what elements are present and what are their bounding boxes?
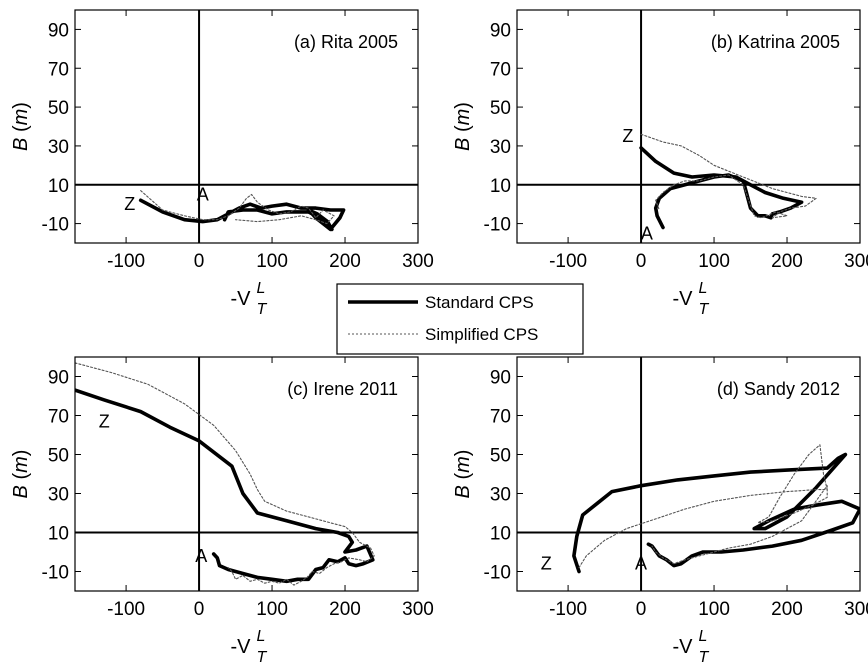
y-tick-label: 10 <box>490 176 511 197</box>
y-axis-label: B (m) <box>452 102 474 151</box>
series-line-standard-cps <box>75 388 375 584</box>
y-tick-label: 90 <box>48 20 69 41</box>
y-tick-label: 70 <box>490 59 511 80</box>
x-tick-label: 200 <box>329 251 361 272</box>
plot-frame <box>516 9 861 244</box>
panel-title: (c) Irene 2011 <box>287 379 398 399</box>
x-tick-label: -100 <box>107 251 145 272</box>
annotation-a: A <box>195 546 207 566</box>
annotation-a: A <box>197 184 209 204</box>
y-tick-label: 10 <box>48 524 69 545</box>
series-line-standard-cps <box>138 198 346 232</box>
y-tick-label: 70 <box>48 407 69 428</box>
legend-label: Simplified CPS <box>425 325 538 344</box>
panel-title: (b) Katrina 2005 <box>711 32 840 52</box>
x-axis-label-sup: L <box>257 280 266 297</box>
y-tick-label: -10 <box>484 563 511 584</box>
x-tick-label: 100 <box>256 599 288 620</box>
series-line-standard-cps <box>639 146 804 230</box>
x-tick-label: 200 <box>329 599 361 620</box>
legend-box <box>336 283 584 355</box>
y-tick-label: 30 <box>48 137 69 158</box>
x-tick-label: 0 <box>194 251 205 272</box>
plot-frame <box>74 356 419 592</box>
annotation-a: A <box>641 223 653 243</box>
annotation-z: Z <box>124 194 135 214</box>
x-axis-label-sub: T <box>699 301 710 318</box>
x-tick-label: 0 <box>194 599 205 620</box>
x-tick-label: -100 <box>107 599 145 620</box>
x-tick-label: 100 <box>698 251 730 272</box>
x-tick-label: 300 <box>844 599 868 620</box>
y-tick-label: 50 <box>490 446 511 467</box>
plot-frame <box>74 9 419 244</box>
x-tick-label: 200 <box>771 599 803 620</box>
panel-4: -100 0 100 200 300 -10 10 30 50 70 90 Z A (d) Sandy 2… <box>452 356 868 666</box>
x-axis-label-sup: L <box>699 280 708 297</box>
annotation-z: Z <box>99 411 110 431</box>
panel-2: -100 0 100 200 300 -10 10 30 50 70 90 Z A (b) Katrina… <box>452 9 868 318</box>
y-tick-label: -10 <box>484 215 511 236</box>
x-axis-label: -V <box>673 288 694 310</box>
x-tick-label: 200 <box>771 251 803 272</box>
y-tick-label: 50 <box>490 98 511 119</box>
plot-frame <box>516 356 861 592</box>
x-axis-label-sup: L <box>699 628 708 645</box>
y-tick-label: 50 <box>48 98 69 119</box>
y-axis-label: B (m) <box>452 450 474 499</box>
legend-label: Standard CPS <box>425 293 534 312</box>
y-axis-label: B (m) <box>10 102 32 151</box>
y-tick-label: 90 <box>490 368 511 389</box>
panel-title: (d) Sandy 2012 <box>717 379 840 399</box>
x-axis-label-sub: T <box>699 649 710 666</box>
x-axis-label-sup: L <box>257 628 266 645</box>
legend: Standard CPS Simplified CPS <box>336 283 584 355</box>
y-tick-label: 50 <box>48 446 69 467</box>
y-tick-label: 30 <box>490 137 511 158</box>
x-tick-label: 300 <box>844 251 868 272</box>
annotation-a: A <box>635 554 647 574</box>
y-tick-label: 70 <box>490 407 511 428</box>
series-line-simplified-cps <box>578 444 828 569</box>
x-tick-label: 0 <box>636 251 647 272</box>
y-axis-label: B (m) <box>10 450 32 499</box>
x-tick-label: -100 <box>549 251 587 272</box>
x-tick-label: 300 <box>402 599 434 620</box>
y-tick-label: -10 <box>42 563 69 584</box>
x-axis-label: -V <box>673 636 694 658</box>
y-tick-label: 90 <box>48 368 69 389</box>
x-tick-label: 300 <box>402 251 434 272</box>
y-tick-label: 90 <box>490 20 511 41</box>
panel-3: -100 0 100 200 300 -10 10 30 50 70 90 Z A (c) Irene 2… <box>10 356 434 666</box>
y-tick-label: 10 <box>490 524 511 545</box>
y-tick-label: 70 <box>48 59 69 80</box>
x-tick-label: 0 <box>636 599 647 620</box>
x-axis-label-sub: T <box>257 301 268 318</box>
x-tick-label: 100 <box>698 599 730 620</box>
x-axis-label: -V <box>231 288 252 310</box>
y-tick-label: -10 <box>42 215 69 236</box>
annotation-z: Z <box>541 554 552 574</box>
series-line-simplified-cps <box>140 190 335 225</box>
series-line-standard-cps <box>572 452 860 574</box>
series-line-simplified-cps <box>640 133 817 219</box>
panel-1: -100 0 100 200 300 -10 10 30 50 70 90 Z A (a) Rita 20… <box>10 9 434 318</box>
y-tick-label: 30 <box>490 485 511 506</box>
series-line-simplified-cps <box>75 362 375 586</box>
x-tick-label: 100 <box>256 251 288 272</box>
y-tick-label: 30 <box>48 485 69 506</box>
panel-title: (a) Rita 2005 <box>294 32 398 52</box>
x-axis-label-sub: T <box>257 649 268 666</box>
annotation-z: Z <box>622 126 633 146</box>
x-axis-label: -V <box>231 636 252 658</box>
x-tick-label: -100 <box>549 599 587 620</box>
y-tick-label: 10 <box>48 176 69 197</box>
